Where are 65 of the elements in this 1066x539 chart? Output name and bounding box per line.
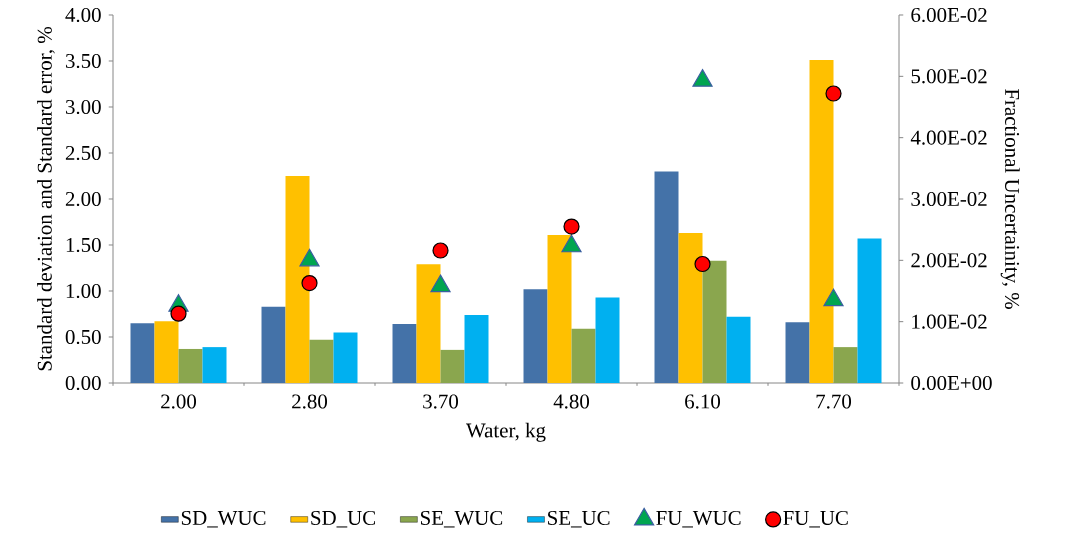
bar [702,260,727,383]
bar [809,60,834,383]
y-tick-label: 2.50 [65,145,101,161]
bar [392,324,417,383]
bar [202,347,227,383]
legend-label: SD_WUC [181,510,266,528]
point [301,274,318,292]
y-axis-title: Standard deviation and Standard error, % [37,26,55,371]
y2-tick-label: 2.00E-02 [911,253,987,268]
bar [595,297,620,383]
bar [547,234,572,383]
x-tick-label: 4.80 [553,394,590,409]
bar [333,332,358,383]
x-tick-label: 2.80 [292,394,328,409]
bar [726,316,751,383]
x-tick-label: 7.70 [816,394,852,409]
bar [678,233,703,383]
y-tick-label: 1.50 [66,237,101,253]
legend-label: SE_UC [548,510,610,528]
y2-tick-label: 5.00E-02 [911,69,987,84]
bar [285,176,310,383]
point [561,234,582,253]
y-tick-label: 0.00 [65,375,101,391]
legend-label: FU_WUC [656,510,741,528]
x-tick-label: 2.00 [161,394,197,409]
y2-axis-title: Fractional Uncertainity, % [1000,89,1020,309]
bar [309,339,334,383]
y-tick-label: 3.00 [65,99,101,115]
y2-tick-label: 6.00E-02 [911,7,987,23]
bar [440,349,465,383]
legend-label: SE_WUC [420,510,503,528]
point [823,288,844,307]
point [694,255,711,273]
bar [523,289,548,383]
bar [833,347,858,383]
bar [178,348,203,383]
y2-tick-label: 3.00E-02 [911,191,987,207]
x-tick-label: 3.70 [423,394,459,409]
bar [464,314,489,383]
y-tick-label: 1.00 [66,283,101,299]
point [430,274,451,293]
legend-label: SD_UC [311,510,376,528]
y2-tick-label: 4.00E-02 [910,130,987,145]
point [563,218,580,235]
y2-tick-label: 1.00E-02 [912,314,987,329]
x-tick-label: 6.10 [685,394,721,409]
y-tick-label: 3.50 [65,53,101,69]
legend-label: FU_UC [783,510,848,528]
point [299,248,320,267]
y2-tick-label: 0.00E+00 [911,375,992,391]
bar [857,238,882,383]
point [170,305,187,322]
point [825,85,842,102]
bar [571,328,596,383]
bar [654,171,679,383]
y-tick-label: 4.00 [65,7,101,23]
y-tick-label: 0.50 [65,329,101,345]
bar [261,306,286,383]
x-axis-title: Water, kg [466,422,546,442]
bar [785,322,810,383]
point [432,242,449,259]
bar [154,321,179,383]
y-tick-label: 2.00 [65,191,101,207]
bar [130,323,155,383]
bar [416,264,441,383]
